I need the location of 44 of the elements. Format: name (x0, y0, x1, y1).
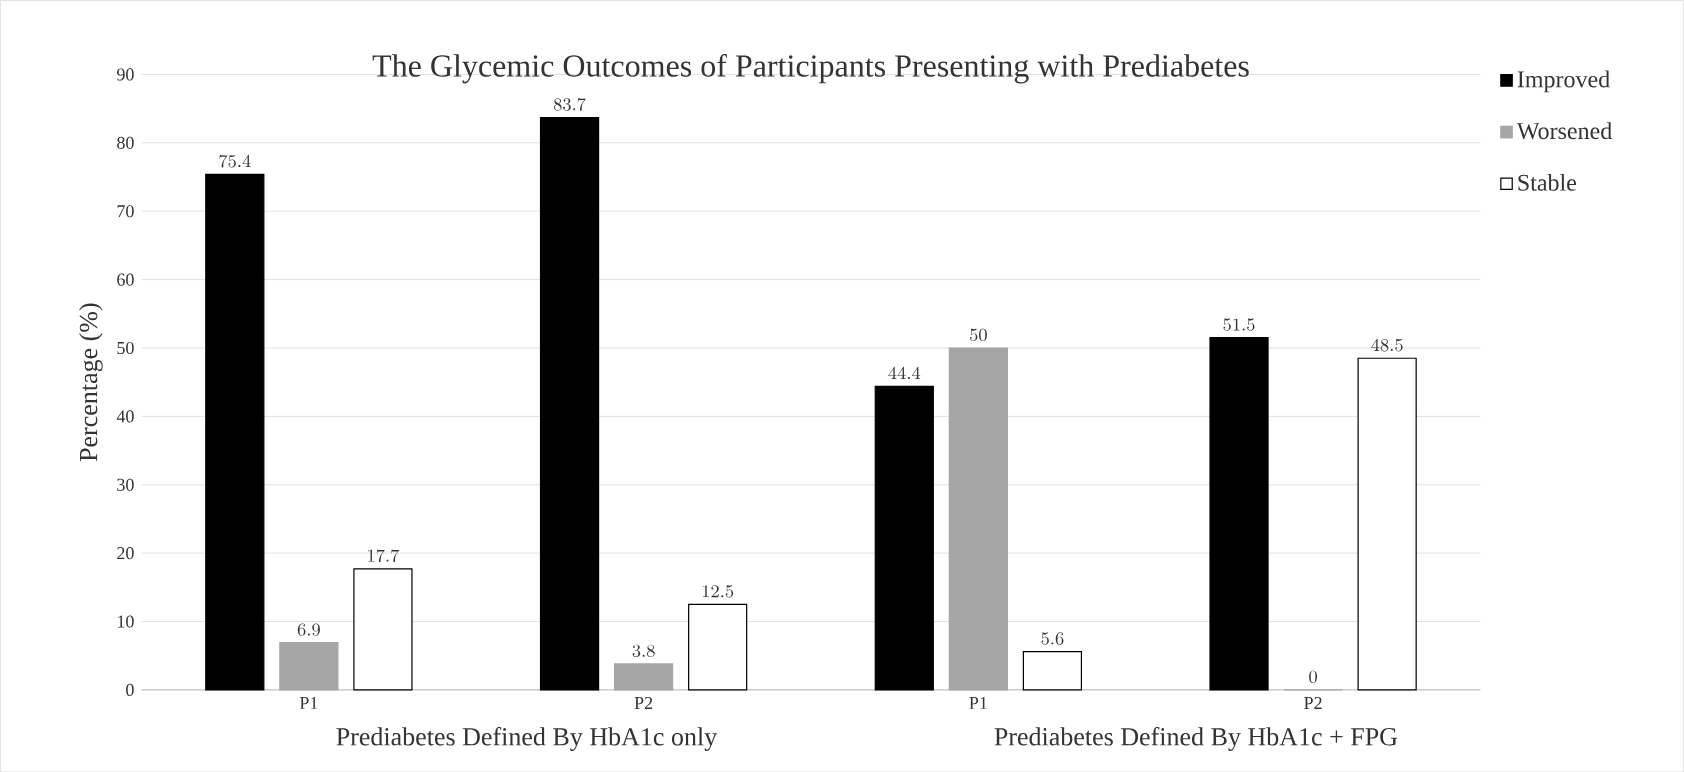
x-tick-label: P2 (1304, 696, 1322, 709)
data-label: 0 (1309, 670, 1317, 683)
data-label: 50 (970, 328, 987, 341)
y-tick-label: 30 (117, 478, 134, 491)
y-tick-label: 0 (126, 683, 134, 696)
x-tick-label: P1 (969, 696, 987, 709)
bar (1022, 650, 1083, 691)
bar (353, 568, 413, 691)
bar (539, 116, 600, 691)
y-tick-label: 10 (118, 615, 134, 628)
bar (688, 603, 748, 691)
bar (279, 641, 339, 691)
text: Prediabetes Defined By HbA1c only (336, 726, 718, 751)
data-label: 48.5 (1371, 338, 1403, 352)
bar (613, 663, 674, 691)
y-tick-label: 20 (117, 546, 134, 560)
y-tick-label: 40 (116, 410, 134, 423)
data-label: 6.9 (297, 623, 320, 636)
y-tick-label: 60 (117, 273, 134, 286)
bar (948, 347, 1008, 691)
data-label: 17.7 (368, 549, 400, 562)
legend-label: Worsened (1516, 122, 1612, 140)
y-tick-label: 70 (117, 204, 134, 218)
legend-label: Stable (1518, 173, 1577, 191)
y-tick-label: 90 (116, 68, 134, 81)
data-label: 3.8 (632, 644, 655, 657)
data-label: 5.6 (1041, 632, 1064, 645)
data-label: 44.4 (888, 366, 921, 379)
data-label: 75.4 (219, 154, 251, 168)
legend-label: Improved (1517, 70, 1610, 93)
y-tick-label: 80 (117, 136, 134, 149)
bar (205, 173, 265, 691)
data-label: 12.5 (702, 584, 734, 598)
bar (1209, 336, 1269, 691)
x-tick-label: P2 (634, 696, 653, 709)
y-axis-title: Percentage (%) (79, 303, 103, 462)
data-label: 83.7 (553, 97, 586, 111)
bar (1357, 357, 1417, 691)
text: Prediabetes Defined By HbA1c + FPG (994, 726, 1398, 751)
chart-title: The Glycemic Outcomes of Participants Presenting with Prediabetes (372, 53, 1249, 84)
y-tick-label: 50 (117, 341, 134, 354)
data-label: 51 .5 (1223, 318, 1255, 331)
bar (874, 385, 934, 691)
x-tick-label: P1 (299, 696, 318, 709)
